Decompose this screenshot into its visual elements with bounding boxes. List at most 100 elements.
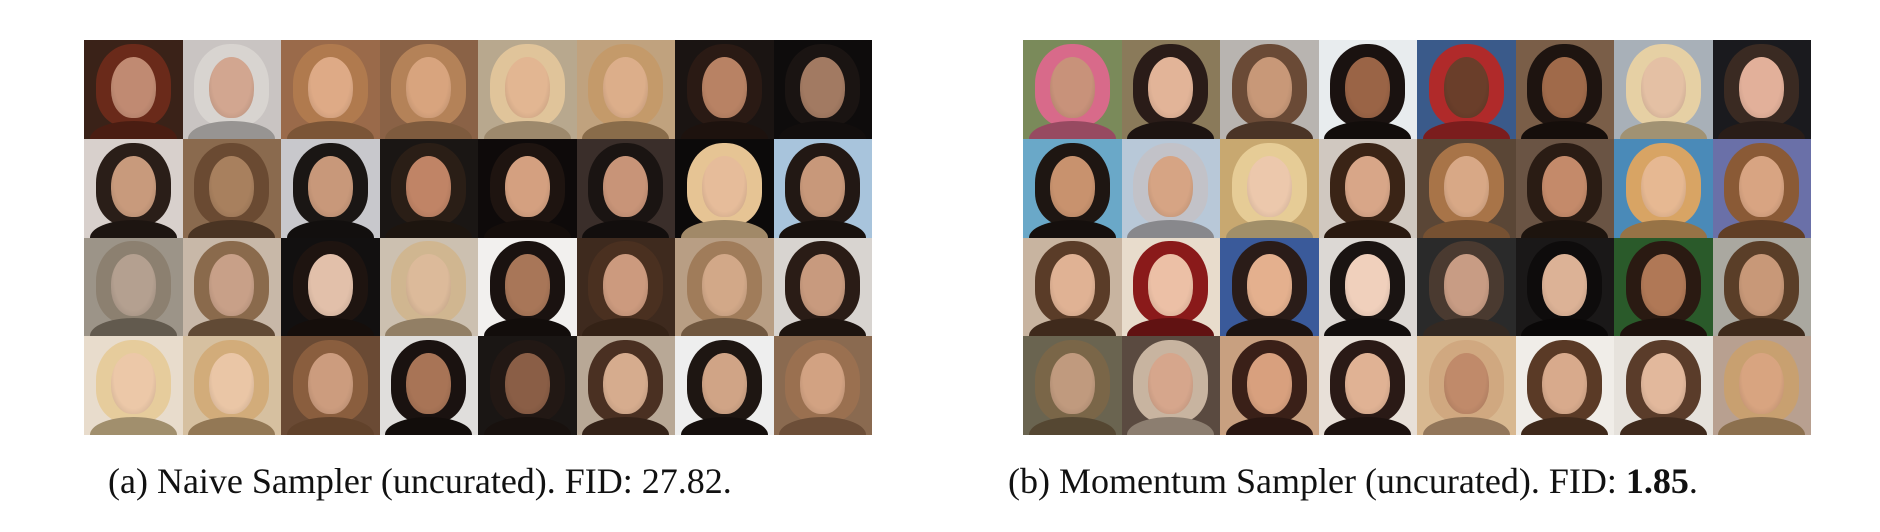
face-skin [800, 353, 846, 415]
face-thumbnail [576, 336, 675, 435]
face-skin [701, 254, 747, 316]
face-shoulders [1324, 318, 1412, 337]
face-shoulders [286, 318, 374, 337]
face-shoulders [286, 417, 374, 435]
face-shoulders [1718, 219, 1806, 238]
face-skin [1443, 56, 1489, 118]
face-shoulders [1619, 318, 1707, 337]
face-shoulders [385, 120, 473, 139]
face-shoulders [582, 219, 670, 238]
face-shoulders [188, 120, 276, 139]
face-thumbnail [1417, 40, 1516, 139]
face-shoulders [483, 219, 571, 238]
face-shoulders [483, 318, 571, 337]
face-shoulders [1619, 417, 1707, 435]
face-skin [1345, 254, 1391, 316]
face-skin [307, 254, 353, 316]
face-shoulders [1028, 417, 1116, 435]
caption-suffix: . [1688, 461, 1698, 501]
panel-naive-sampler [84, 40, 872, 435]
face-shoulders [1521, 417, 1609, 435]
face-thumbnail [675, 336, 774, 435]
face-shoulders [1028, 120, 1116, 139]
face-shoulders [1619, 219, 1707, 238]
face-shoulders [1619, 120, 1707, 139]
face-shoulders [89, 120, 177, 139]
face-shoulders [1127, 120, 1215, 139]
face-shoulders [779, 120, 867, 139]
face-skin [307, 155, 353, 217]
face-shoulders [1422, 417, 1510, 435]
face-grid-momentum [1023, 40, 1811, 435]
face-thumbnail [1121, 40, 1220, 139]
face-skin [1443, 353, 1489, 415]
face-skin [110, 353, 156, 415]
face-skin [1246, 155, 1292, 217]
face-skin [1246, 254, 1292, 316]
face-shoulders [1225, 318, 1313, 337]
face-skin [504, 155, 550, 217]
face-skin [1246, 56, 1292, 118]
face-thumbnail [1318, 40, 1417, 139]
face-thumbnail [1220, 40, 1319, 139]
face-shoulders [1422, 120, 1510, 139]
face-thumbnail [379, 336, 478, 435]
face-thumbnail [1318, 138, 1417, 238]
caption-prefix: (a) Naive Sampler (uncurated). FID: [108, 461, 642, 501]
face-skin [603, 155, 649, 217]
face-skin [1443, 254, 1489, 316]
face-thumbnail [1417, 138, 1516, 238]
face-skin [1148, 56, 1194, 118]
face-skin [406, 56, 452, 118]
face-skin [1542, 155, 1588, 217]
face-skin [1246, 353, 1292, 415]
face-thumbnail [281, 40, 380, 139]
face-skin [504, 254, 550, 316]
face-skin [1443, 155, 1489, 217]
face-skin [1148, 254, 1194, 316]
face-thumbnail [84, 336, 183, 435]
face-thumbnail [1614, 336, 1713, 435]
face-thumbnail [1318, 237, 1417, 337]
face-shoulders [1521, 318, 1609, 337]
face-thumbnail [379, 138, 478, 238]
face-thumbnail [182, 237, 281, 337]
face-skin [209, 155, 255, 217]
face-shoulders [89, 417, 177, 435]
face-shoulders [1521, 120, 1609, 139]
face-skin [1542, 254, 1588, 316]
face-shoulders [188, 318, 276, 337]
face-shoulders [483, 417, 571, 435]
face-shoulders [680, 120, 768, 139]
face-skin [209, 254, 255, 316]
face-shoulders [1225, 417, 1313, 435]
face-skin [701, 56, 747, 118]
face-skin [1148, 353, 1194, 415]
face-skin [800, 254, 846, 316]
face-shoulders [680, 318, 768, 337]
face-thumbnail [1220, 138, 1319, 238]
face-grid-naive [84, 40, 872, 435]
caption-momentum-sampler: (b) Momentum Sampler (uncurated). FID: 1… [1008, 463, 1698, 499]
face-thumbnail [675, 237, 774, 337]
face-thumbnail [84, 237, 183, 337]
face-thumbnail [1515, 138, 1614, 238]
face-thumbnail [1318, 336, 1417, 435]
face-skin [701, 155, 747, 217]
face-thumbnail [773, 138, 872, 238]
face-thumbnail [182, 138, 281, 238]
face-shoulders [89, 219, 177, 238]
face-skin [110, 254, 156, 316]
caption-naive-sampler: (a) Naive Sampler (uncurated). FID: 27.8… [108, 463, 732, 499]
face-skin [1739, 56, 1785, 118]
face-shoulders [1127, 318, 1215, 337]
face-thumbnail [1614, 40, 1713, 139]
face-skin [603, 254, 649, 316]
face-shoulders [1718, 318, 1806, 337]
face-shoulders [1127, 219, 1215, 238]
face-skin [1049, 254, 1095, 316]
face-thumbnail [1121, 336, 1220, 435]
fid-value: 27.82 [641, 461, 723, 501]
face-thumbnail [1023, 336, 1122, 435]
face-shoulders [680, 219, 768, 238]
